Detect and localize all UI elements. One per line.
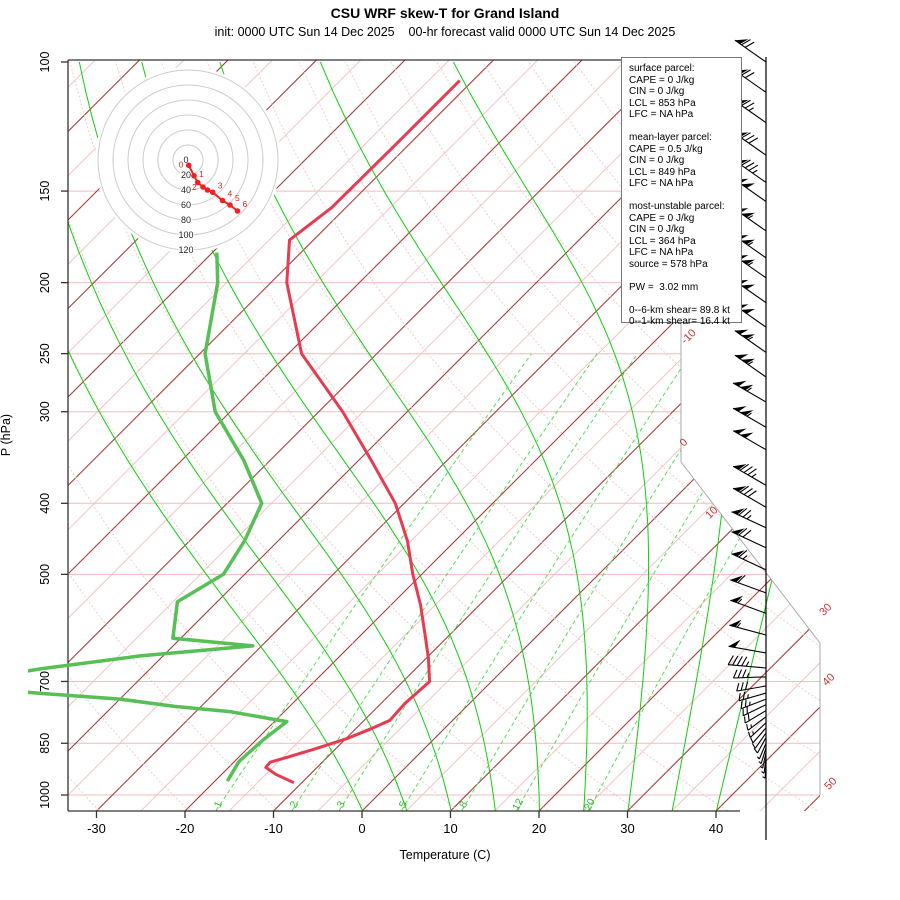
svg-text:30: 30 <box>620 821 634 836</box>
dewpoint-curve <box>28 252 289 782</box>
info-line: 0--1-km shear= 16.4 kt <box>629 316 730 327</box>
svg-text:40: 40 <box>709 821 723 836</box>
info-line: LFC = NA hPa <box>629 247 694 258</box>
svg-text:4: 4 <box>228 189 233 199</box>
temperature-curve <box>264 79 461 785</box>
svg-text:0: 0 <box>677 436 690 449</box>
svg-text:30: 30 <box>817 601 834 618</box>
info-line <box>629 121 741 133</box>
pressure-axis-title: P (hPa) <box>0 413 13 457</box>
svg-text:700: 700 <box>38 671 52 692</box>
info-line: 0--6-km shear= 89.8 kt <box>629 304 730 316</box>
svg-text:20: 20 <box>181 170 191 180</box>
svg-text:5: 5 <box>235 193 240 203</box>
info-line <box>629 270 741 282</box>
info-line: LCL = 853 hPa <box>629 97 696 109</box>
svg-text:850: 850 <box>38 733 52 754</box>
svg-text:1: 1 <box>199 169 204 179</box>
info-line: mean-layer parcel: <box>629 132 712 143</box>
svg-text:1: 1 <box>212 799 225 810</box>
info-line: LFC = NA hPa <box>629 109 694 120</box>
svg-text:3: 3 <box>218 180 223 190</box>
svg-text:300: 300 <box>38 401 52 422</box>
info-line: surface parcel: <box>629 63 695 74</box>
svg-text:60: 60 <box>181 200 191 210</box>
svg-text:2: 2 <box>288 799 301 810</box>
svg-text:10: 10 <box>443 821 457 836</box>
info-line: LCL = 849 hPa <box>629 166 696 178</box>
info-line: most-unstable parcel: <box>629 201 725 212</box>
svg-text:6: 6 <box>243 199 248 209</box>
svg-text:50: 50 <box>822 775 839 792</box>
info-line: LCL = 364 hPa <box>629 235 696 247</box>
svg-text:-30: -30 <box>87 821 106 836</box>
svg-text:120: 120 <box>178 245 193 255</box>
svg-text:0: 0 <box>358 821 365 836</box>
svg-text:10: 10 <box>703 504 720 521</box>
svg-text:100: 100 <box>38 52 52 73</box>
info-line: CAPE = 0 J/kg <box>629 212 695 224</box>
sounding-profiles <box>28 79 461 785</box>
svg-text:20: 20 <box>532 821 546 836</box>
info-line: CAPE = 0 J/kg <box>629 74 695 86</box>
svg-text:2: 2 <box>192 182 197 192</box>
svg-text:5: 5 <box>397 799 410 810</box>
temperature-axis-title: Temperature (C) <box>399 848 491 862</box>
info-line: source = 578 hPa <box>629 258 708 270</box>
svg-text:3: 3 <box>335 799 348 810</box>
svg-text:0: 0 <box>179 159 184 169</box>
svg-text:150: 150 <box>38 181 52 202</box>
info-line: CAPE = 0.5 J/kg <box>629 143 703 155</box>
svg-text:40: 40 <box>820 671 837 688</box>
info-line: CIN = 0 J/kg <box>629 155 685 166</box>
svg-text:20: 20 <box>582 796 598 812</box>
svg-text:100: 100 <box>178 230 193 240</box>
svg-text:400: 400 <box>38 493 52 514</box>
info-line: PW = 3.02 mm <box>629 281 699 293</box>
info-box-lines: surface parcel: CAPE = 0 J/kg CIN = 0 J/kg… <box>629 63 741 328</box>
info-line: LFC = NA hPa <box>629 178 694 189</box>
svg-text:500: 500 <box>38 564 52 585</box>
info-line: CIN = 0 J/kg <box>629 224 685 235</box>
svg-text:40: 40 <box>181 185 191 195</box>
chart-title: CSU WRF skew-T for Grand Island <box>330 5 560 21</box>
parcel-info-box: surface parcel: CAPE = 0 J/kg CIN = 0 J/kg… <box>621 57 742 327</box>
info-line: CIN = 0 J/kg <box>629 86 685 97</box>
svg-text:0: 0 <box>183 155 188 165</box>
svg-text:-20: -20 <box>176 821 195 836</box>
svg-text:8: 8 <box>457 799 470 810</box>
info-line <box>629 293 741 305</box>
info-line <box>629 190 741 202</box>
svg-text:12: 12 <box>510 796 526 812</box>
svg-text:250: 250 <box>38 343 52 364</box>
svg-text:200: 200 <box>38 272 52 293</box>
svg-text:80: 80 <box>181 215 191 225</box>
svg-text:-10: -10 <box>679 327 699 347</box>
chart-subtitle: init: 0000 UTC Sun 14 Dec 2025 00-hr for… <box>214 25 676 39</box>
svg-text:1000: 1000 <box>38 781 52 809</box>
svg-text:-10: -10 <box>264 821 283 836</box>
